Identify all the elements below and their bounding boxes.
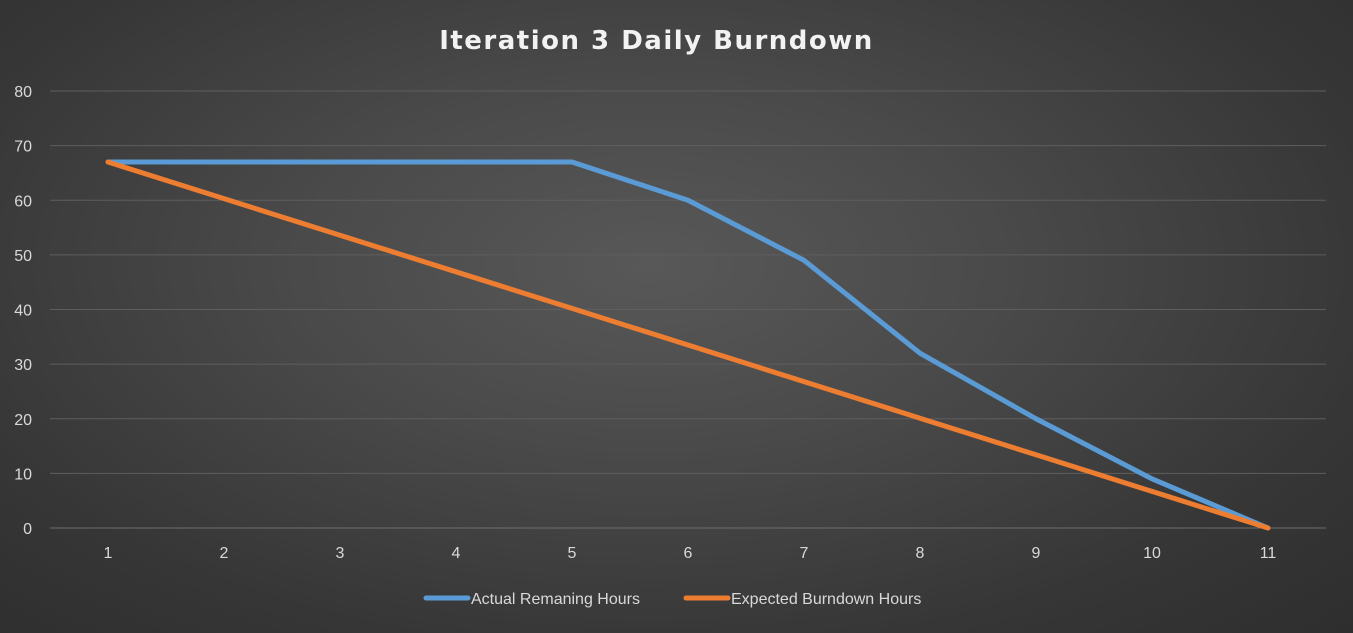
y-tick-label: 50 <box>14 248 32 265</box>
x-tick-label: 10 <box>1143 545 1161 562</box>
x-tick-label: 8 <box>916 545 925 562</box>
y-tick-label: 70 <box>14 139 32 156</box>
y-tick-label: 60 <box>14 193 32 210</box>
x-tick-label: 3 <box>336 545 345 562</box>
y-tick-label: 0 <box>23 521 32 538</box>
y-tick-label: 30 <box>14 357 32 374</box>
y-tick-label: 80 <box>14 84 32 101</box>
x-tick-label: 5 <box>568 545 577 562</box>
legend-label: Expected Burndown Hours <box>731 591 921 608</box>
x-tick-label: 2 <box>220 545 229 562</box>
x-tick-label: 7 <box>800 545 809 562</box>
x-tick-label: 6 <box>684 545 693 562</box>
x-axis-tick-labels: 1 2 3 4 5 6 7 8 9 10 11 <box>104 545 1277 562</box>
chart-title: Iteration 3 Daily Burndown <box>439 26 874 56</box>
y-axis-tick-labels: 0 10 20 30 40 50 60 70 80 <box>14 84 32 538</box>
y-tick-label: 40 <box>14 303 32 320</box>
x-tick-label: 4 <box>452 545 461 562</box>
legend: Actual Remaning Hours Expected Burndown H… <box>423 591 921 608</box>
x-tick-label: 11 <box>1260 545 1277 562</box>
y-tick-label: 10 <box>14 466 32 483</box>
legend-label: Actual Remaning Hours <box>471 591 640 608</box>
y-tick-label: 20 <box>14 412 32 429</box>
series-lines <box>105 159 1271 531</box>
x-tick-label: 1 <box>104 545 113 562</box>
gridlines <box>50 90 1326 529</box>
x-tick-label: 9 <box>1032 545 1041 562</box>
